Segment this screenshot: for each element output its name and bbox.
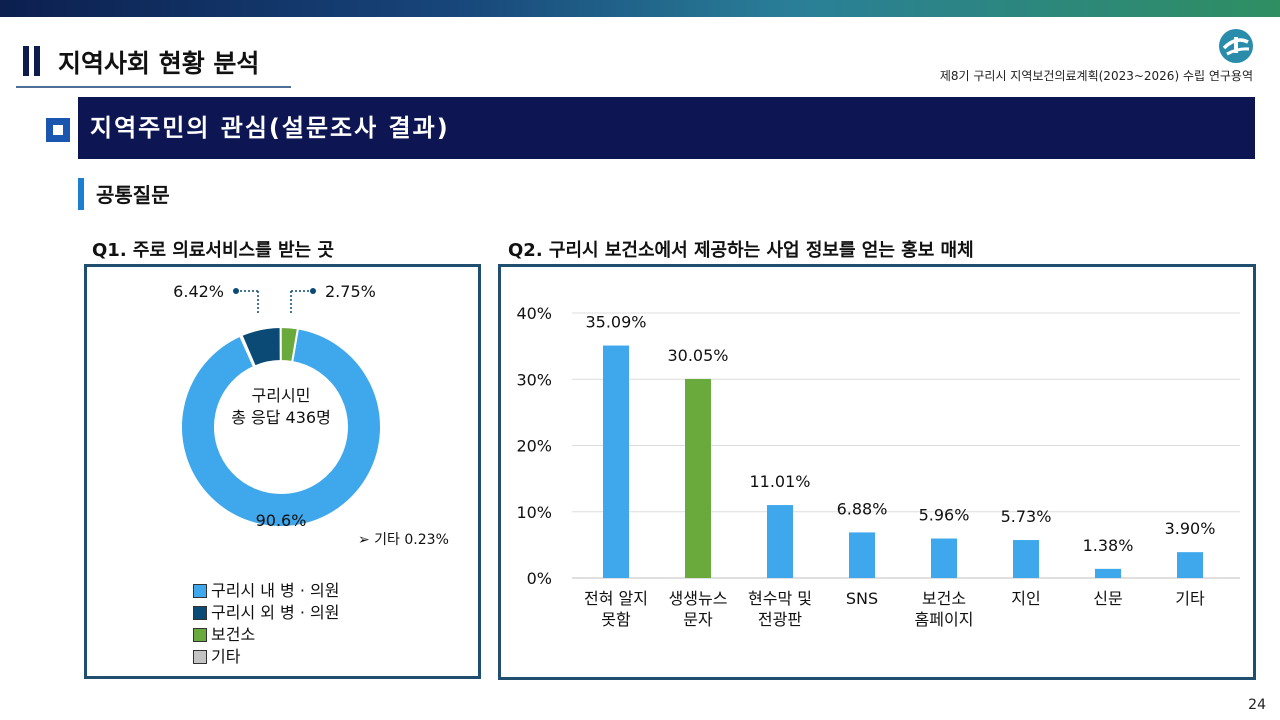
- legend-item: 구리시 내 병 · 의원: [193, 580, 339, 602]
- q1-title: Q1. 주로 의료서비스를 받는 곳: [92, 240, 334, 261]
- banner-square-icon: [46, 118, 70, 142]
- section-marker: [78, 178, 84, 210]
- legend-swatch: [193, 606, 207, 620]
- q1-legend: 구리시 내 병 · 의원 구리시 외 병 · 의원 보건소 기타: [193, 580, 339, 668]
- legend-label: 보건소: [211, 625, 256, 644]
- page-title: 지역사회 현황 분석: [58, 49, 260, 78]
- etc-note: ➢ 기타 0.23%: [358, 532, 449, 548]
- legend-swatch: [193, 628, 207, 642]
- section-banner: 지역주민의 관심(설문조사 결과): [78, 97, 1255, 159]
- section-title: 공통질문: [96, 183, 170, 207]
- legend-label: 기타: [211, 647, 241, 666]
- legend-item: 기타: [193, 646, 339, 668]
- report-subtitle: 제8기 구리시 지역보건의료계획(2023~2026) 수립 연구용역: [939, 69, 1253, 83]
- legend-label: 구리시 내 병 · 의원: [211, 581, 340, 600]
- legend-label: 구리시 외 병 · 의원: [211, 603, 340, 622]
- legend-item: 보건소: [193, 624, 339, 646]
- q1-chart-panel: [84, 264, 481, 679]
- page-number: 24: [1248, 697, 1266, 713]
- title-underline: [16, 86, 291, 88]
- legend-swatch: [193, 650, 207, 664]
- legend-swatch: [193, 584, 207, 598]
- q2-chart-panel: [498, 264, 1256, 680]
- q2-title: Q2. 구리시 보건소에서 제공하는 사업 정보를 얻는 홍보 매체: [508, 240, 974, 261]
- legend-item: 구리시 외 병 · 의원: [193, 602, 339, 624]
- city-logo-icon: [1219, 29, 1253, 63]
- top-gradient-bar: [0, 0, 1280, 17]
